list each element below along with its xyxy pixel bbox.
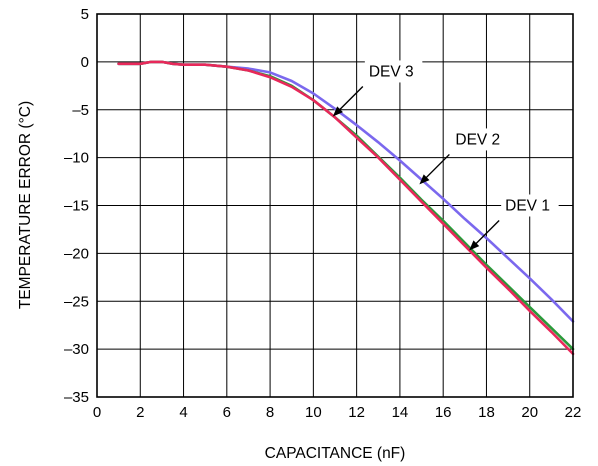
grid bbox=[97, 14, 573, 397]
annotation-label: DEV 1 bbox=[505, 198, 550, 215]
x-tick-label: 4 bbox=[179, 404, 187, 421]
x-tick-label: 12 bbox=[348, 404, 365, 421]
x-tick-label: 2 bbox=[136, 404, 144, 421]
y-tick-label: 5 bbox=[81, 6, 89, 23]
y-tick-label: –15 bbox=[64, 198, 89, 215]
annotations: DEV 3 DEV 2 DEV 1 bbox=[332, 60, 559, 251]
annotation-label-bg bbox=[451, 128, 509, 151]
annotation-leader-line bbox=[337, 85, 364, 112]
x-tick-label: 0 bbox=[93, 404, 101, 421]
x-tick-label: 16 bbox=[435, 404, 452, 421]
annotation-arrowhead bbox=[419, 174, 430, 185]
annotation-leader-line bbox=[473, 220, 500, 246]
x-tick-label: 8 bbox=[266, 404, 274, 421]
annotation-arrowhead bbox=[332, 106, 343, 117]
y-tick-labels: 5 0 –5 –10 –15 –20 –25 –30 –35 bbox=[64, 6, 89, 406]
annotation-label-bg bbox=[501, 194, 559, 217]
y-axis-title: TEMPERATURE ERROR (°C) bbox=[17, 101, 34, 309]
x-tick-label: 14 bbox=[392, 404, 409, 421]
x-tick-label: 18 bbox=[478, 404, 495, 421]
annotation-dev-3: DEV 3 bbox=[332, 60, 423, 117]
x-tick-labels: 0 2 4 6 8 10 12 14 16 18 20 22 bbox=[93, 404, 582, 421]
y-tick-label: –5 bbox=[72, 102, 89, 119]
y-tick-label: –30 bbox=[64, 341, 89, 358]
x-tick-label: 10 bbox=[305, 404, 322, 421]
series-line-dev-1 bbox=[117, 60, 575, 356]
x-tick-label: 6 bbox=[223, 404, 231, 421]
annotation-leader-line bbox=[423, 153, 450, 180]
y-tick-label: –20 bbox=[64, 245, 89, 262]
annotation-dev-1: DEV 1 bbox=[469, 194, 559, 251]
annotation-dev-2: DEV 2 bbox=[419, 128, 509, 185]
y-tick-label: –10 bbox=[64, 150, 89, 167]
annotation-label: DEV 3 bbox=[369, 63, 414, 80]
annotation-label-bg bbox=[364, 60, 423, 83]
x-tick-label: 20 bbox=[521, 404, 538, 421]
annotation-arrowhead bbox=[469, 240, 480, 251]
series-group bbox=[117, 60, 575, 356]
y-tick-label: –25 bbox=[64, 293, 89, 310]
plot-frame bbox=[96, 13, 574, 398]
annotation-label: DEV 2 bbox=[455, 131, 500, 148]
y-tick-label: –35 bbox=[64, 389, 89, 406]
x-axis-title: CAPACITANCE (nF) bbox=[265, 445, 406, 462]
y-tick-label: 0 bbox=[81, 54, 89, 71]
x-tick-label: 22 bbox=[565, 404, 582, 421]
